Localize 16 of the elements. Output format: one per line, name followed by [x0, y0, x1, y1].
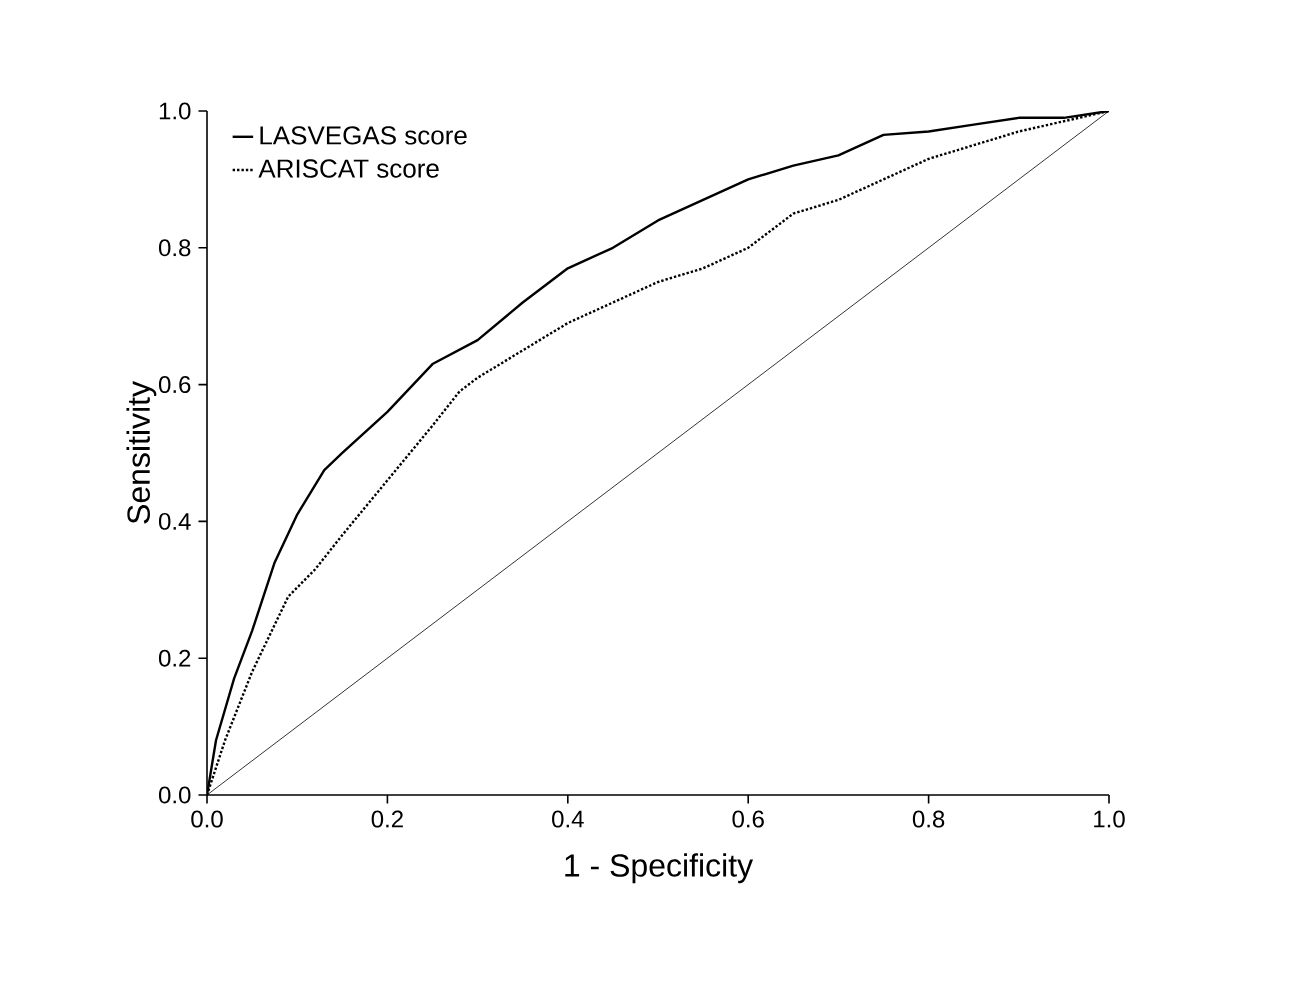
- x-tick-label: 0.6: [732, 810, 764, 828]
- x-tick-label: 0.0: [191, 810, 223, 828]
- y-tick-label: 1.0: [159, 102, 191, 120]
- x-tick-label: 0.4: [552, 810, 584, 828]
- x-tick-label: 0.8: [912, 810, 945, 828]
- y-tick-label: 0.2: [158, 649, 191, 667]
- x-tick-label: 0.2: [371, 810, 403, 828]
- legend-label: ARISCAT score: [258, 159, 439, 178]
- x-axis-title: 1 - Specificity: [565, 853, 754, 884]
- y-tick-label: 0.4: [158, 512, 191, 530]
- y-tick-label: 0.6: [158, 376, 191, 394]
- y-axis-title: Sensitivity: [126, 381, 157, 524]
- y-tick-label: 0.0: [158, 786, 191, 804]
- legend-label: LASVEGAS score: [260, 126, 467, 145]
- y-tick-label: 0.8: [158, 239, 191, 257]
- x-tick-label: 1.0: [1094, 810, 1125, 828]
